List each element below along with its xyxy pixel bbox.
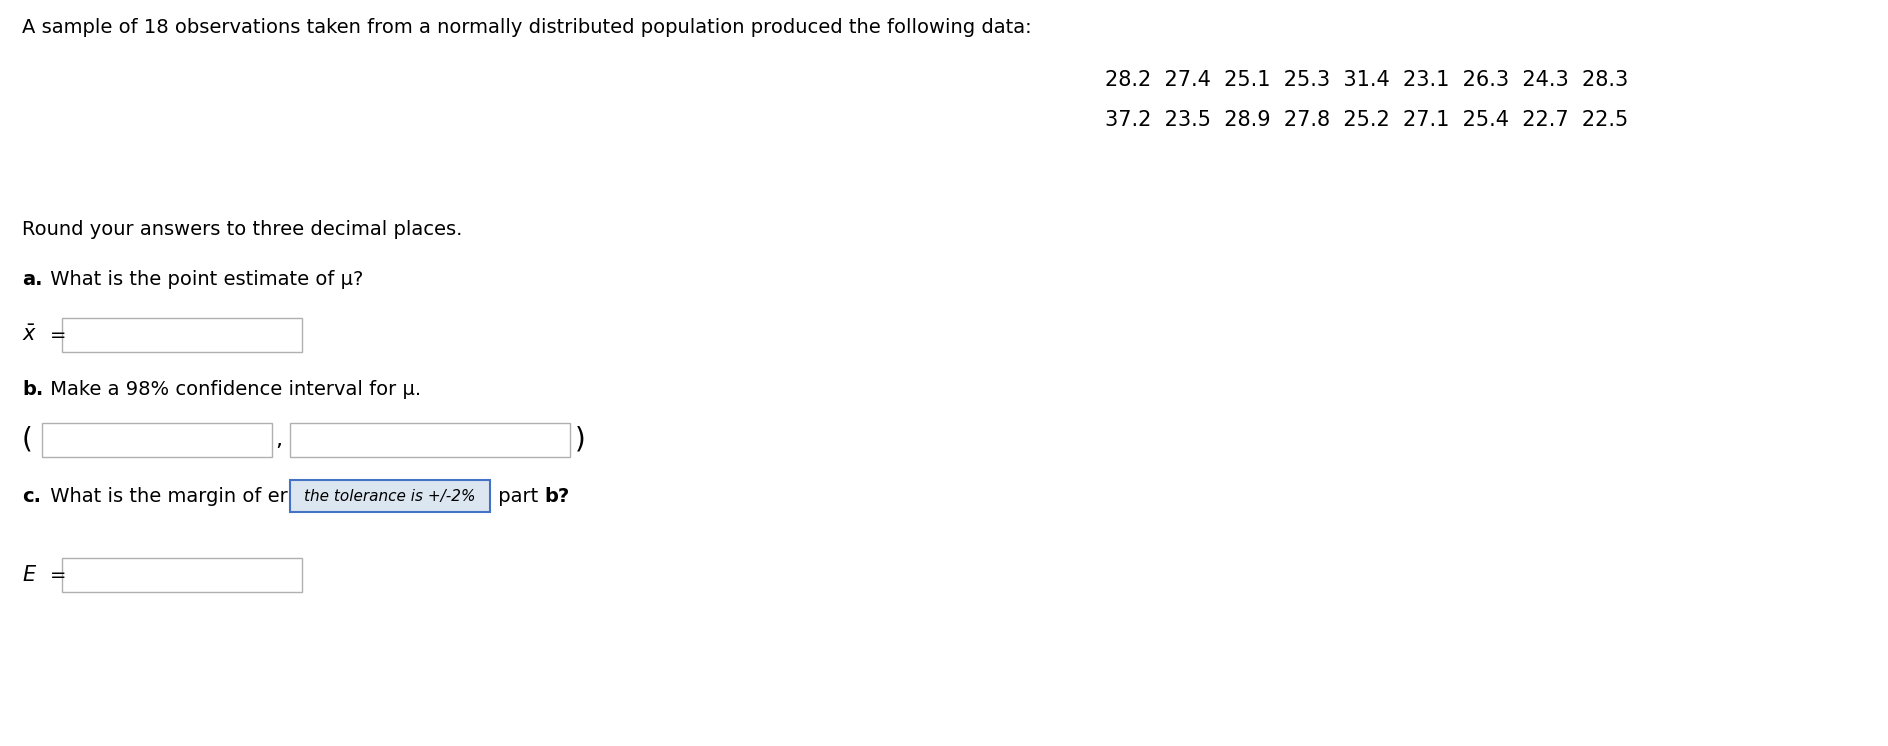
Text: b.: b. — [23, 380, 43, 399]
Text: ): ) — [576, 426, 585, 454]
Text: What is the point estimate of μ?: What is the point estimate of μ? — [43, 270, 362, 289]
Text: =: = — [49, 565, 66, 585]
Text: 28.2  27.4  25.1  25.3  31.4  23.1  26.3  24.3  28.3: 28.2 27.4 25.1 25.3 31.4 23.1 26.3 24.3 … — [1104, 70, 1627, 90]
Text: Round your answers to three decimal places.: Round your answers to three decimal plac… — [23, 220, 463, 239]
Text: c.: c. — [23, 486, 42, 506]
Text: Make a 98% confidence interval for μ.: Make a 98% confidence interval for μ. — [43, 380, 421, 399]
Text: $\bar{x}$: $\bar{x}$ — [23, 325, 38, 345]
Text: What is the margin of er: What is the margin of er — [43, 486, 287, 506]
Text: (: ( — [23, 426, 32, 454]
Text: A sample of 18 observations taken from a normally distributed population produce: A sample of 18 observations taken from a… — [23, 18, 1031, 37]
Text: ,: , — [276, 430, 281, 450]
Text: the tolerance is +/-2%: the tolerance is +/-2% — [304, 489, 476, 504]
Text: $E$: $E$ — [23, 565, 38, 585]
Text: a.: a. — [23, 270, 43, 289]
Text: =: = — [49, 325, 66, 345]
Text: part: part — [493, 486, 544, 506]
Text: b?: b? — [544, 486, 570, 506]
Text: 37.2  23.5  28.9  27.8  25.2  27.1  25.4  22.7  22.5: 37.2 23.5 28.9 27.8 25.2 27.1 25.4 22.7 … — [1104, 110, 1627, 130]
